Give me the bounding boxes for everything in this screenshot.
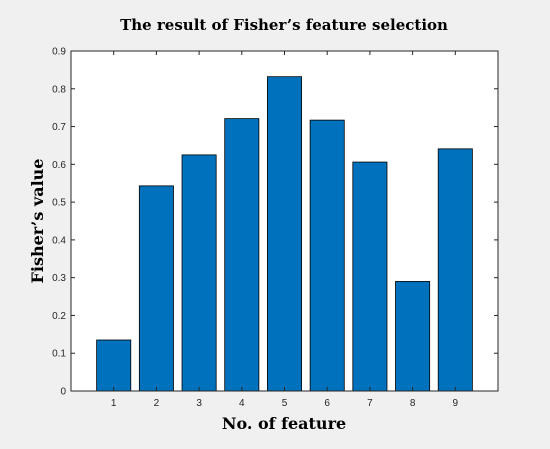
bar-3: [181, 154, 217, 392]
y-tick-label: 0.3: [52, 273, 66, 284]
x-tick-label: 5: [282, 398, 288, 409]
x-tick-label: 6: [324, 398, 330, 409]
plot-frame: [70, 50, 499, 392]
x-tick-label: 1: [111, 398, 117, 409]
y-tick-label: 0.9: [52, 47, 66, 58]
y-tick-label: 0.4: [52, 235, 66, 246]
y-tick-label: 0.7: [52, 122, 66, 133]
x-axis-label: No. of feature: [222, 414, 346, 433]
y-axis-label: Fisher’s value: [28, 159, 47, 284]
x-tick-label: 7: [367, 398, 373, 409]
y-tick-label: 0.1: [52, 349, 66, 360]
chart-title: The result of Fisher’s feature selection: [120, 16, 448, 34]
bar-1: [96, 339, 132, 392]
y-tick-label: 0.2: [52, 311, 66, 322]
bar-7: [352, 161, 388, 392]
bars-group: [96, 76, 473, 392]
bar-9: [437, 148, 473, 392]
bar-8: [395, 281, 431, 392]
bar-4: [224, 118, 260, 392]
y-axis-ticks: 0 0.1 0.2 0.3 0.4 0.5 0.6 0.7 0.8 0.9: [52, 47, 498, 398]
bar-2: [138, 185, 174, 392]
y-tick-label: 0.8: [52, 84, 66, 95]
x-tick-label: 9: [453, 398, 459, 409]
x-axis-ticks: 1 2 3 4 5 6 7 8 9: [111, 51, 459, 409]
x-tick-label: 2: [154, 398, 160, 409]
x-tick-label: 8: [410, 398, 416, 409]
bar-5: [267, 76, 302, 392]
x-tick-label: 3: [196, 398, 202, 409]
bar-6: [309, 119, 345, 392]
y-tick-label: 0: [60, 387, 66, 398]
y-tick-label: 0.5: [52, 198, 66, 209]
y-tick-label: 0.6: [52, 160, 66, 171]
x-tick-label: 4: [239, 398, 245, 409]
